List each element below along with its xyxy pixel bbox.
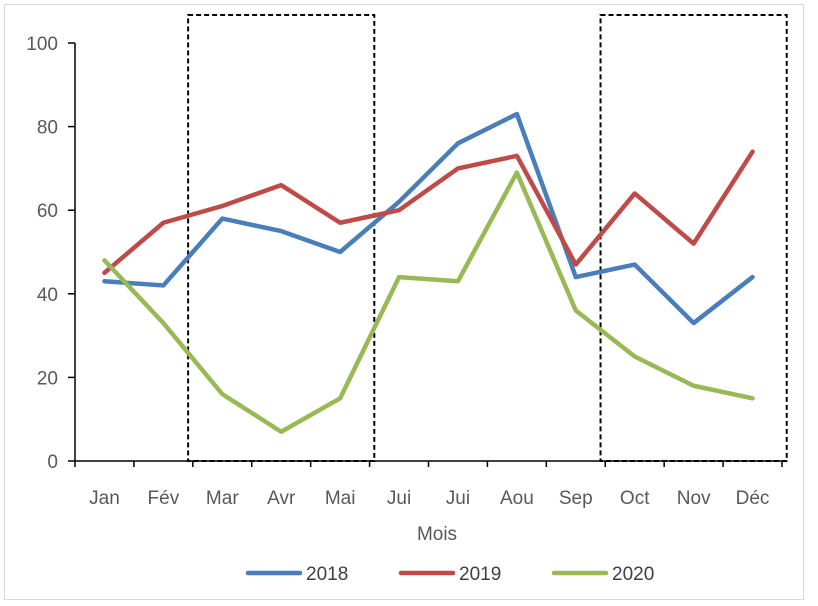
legend-label-2018: 2018: [306, 564, 348, 585]
series-line-2019: [102, 149, 755, 276]
x-tick-label: Aou: [500, 488, 534, 509]
x-tick-label: Jui: [387, 488, 411, 509]
y-tick-label: 80: [37, 118, 58, 139]
tick-labels: 0 20 40 60 80 100 Jan Fév Mar Avr Mai Jui Jui Aou Sep O…: [26, 34, 769, 509]
x-tick-label: Jan: [89, 488, 120, 509]
x-tick-label: Mar: [206, 488, 239, 509]
axes: [68, 42, 783, 467]
legend-label-2019: 2019: [459, 564, 501, 585]
y-tick-label: 40: [37, 285, 58, 306]
highlight-box-2: [599, 14, 788, 462]
x-tick-label: Fév: [148, 488, 180, 509]
y-tick-label: 0: [47, 452, 58, 473]
y-tick-label: 100: [26, 34, 58, 55]
x-tick-label: Jui: [446, 488, 470, 509]
x-axis-title: Mois: [417, 524, 457, 545]
x-tick-label: Déc: [736, 488, 770, 509]
legend: 2018 2019 2020: [245, 564, 654, 585]
x-tick-label: Oct: [620, 488, 650, 509]
series-line-2020: [102, 170, 755, 434]
y-tick-label: 60: [37, 201, 58, 222]
y-tick-label: 20: [37, 368, 58, 389]
x-tick-label: Avr: [267, 488, 296, 509]
legend-label-2020: 2020: [612, 564, 654, 585]
x-tick-label: Sep: [559, 488, 593, 509]
highlight-box-1: [187, 14, 376, 462]
series-lines: [102, 111, 755, 434]
x-tick-label: Nov: [677, 488, 711, 509]
x-tick-label: Mai: [325, 488, 356, 509]
series-line-2018: [102, 111, 755, 326]
